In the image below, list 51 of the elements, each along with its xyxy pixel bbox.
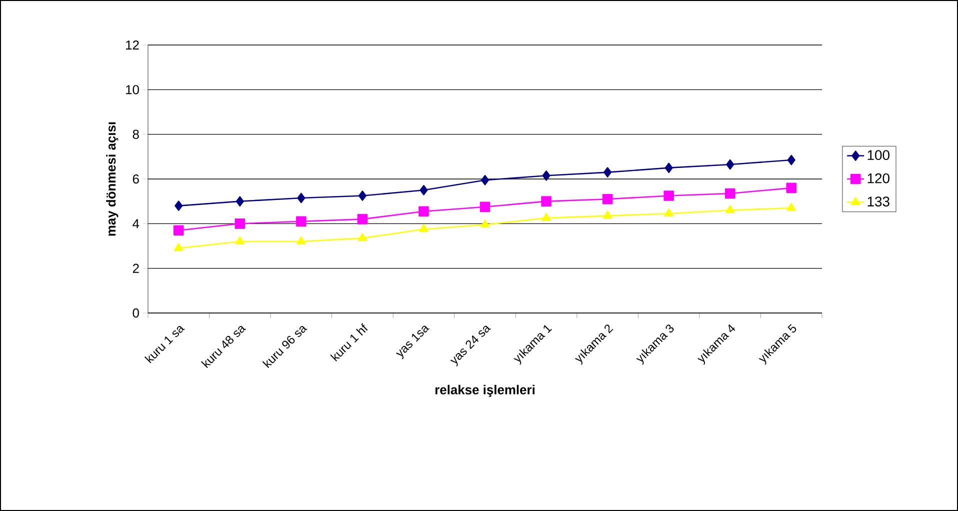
point xyxy=(358,190,366,201)
x-tick-label: kuru 1 hf xyxy=(330,323,368,362)
point xyxy=(604,167,612,178)
point xyxy=(480,220,490,228)
y-tick-label: 10 xyxy=(126,85,139,94)
y-tick-label: 8 xyxy=(132,130,139,139)
point xyxy=(174,243,184,252)
point xyxy=(480,202,490,212)
point xyxy=(664,190,674,201)
y-tick-label: 12 xyxy=(126,40,139,50)
point xyxy=(786,202,796,211)
point xyxy=(664,208,674,217)
legend-label: 100 xyxy=(868,150,890,160)
point xyxy=(357,214,368,224)
point xyxy=(480,174,490,186)
legend-label: 120 xyxy=(868,173,890,184)
point xyxy=(726,205,735,214)
y-tick-label: 0 xyxy=(132,308,139,318)
point xyxy=(296,236,306,244)
point xyxy=(418,206,429,217)
x-tick-label: yas 1sa xyxy=(396,326,430,360)
y-tick-label: 2 xyxy=(132,264,139,273)
point xyxy=(173,225,184,236)
legend-label: 133 xyxy=(868,196,890,206)
point xyxy=(664,162,673,173)
point xyxy=(235,236,244,244)
point xyxy=(234,218,246,229)
y-tick-label: 6 xyxy=(132,174,139,184)
point xyxy=(787,154,796,166)
x-tick-label: kuru 96 sa xyxy=(262,326,308,368)
point xyxy=(420,185,428,196)
y-tick-label: 4 xyxy=(132,219,140,228)
point xyxy=(296,216,306,227)
x-tick-label: kuru 48 sa xyxy=(201,326,246,368)
point xyxy=(726,159,734,170)
x-tick-label: yas 24 sa xyxy=(450,326,491,366)
point xyxy=(602,194,613,204)
point xyxy=(542,170,550,181)
point xyxy=(419,224,428,232)
point xyxy=(541,196,552,206)
point xyxy=(542,212,551,221)
point xyxy=(786,182,797,194)
x-tick-label: kuru 1 sa xyxy=(144,326,185,364)
point xyxy=(297,192,306,204)
y-axis-title: may dönmesi açısı xyxy=(106,122,118,236)
point xyxy=(603,210,612,219)
x-axis-title: relakse işlemleri xyxy=(435,384,534,397)
point xyxy=(174,200,183,211)
point xyxy=(236,196,244,206)
point xyxy=(724,188,736,199)
point xyxy=(358,233,368,242)
